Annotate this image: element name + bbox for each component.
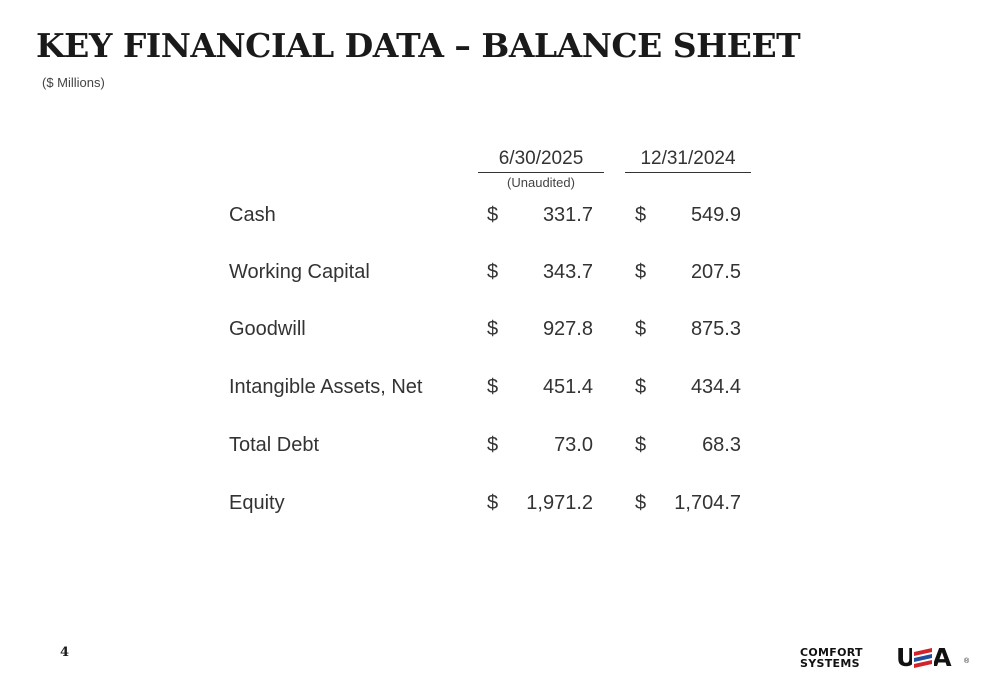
column-note-unaudited: (Unaudited) [507,175,575,190]
registered-mark: ® [964,658,970,665]
comfort-systems-usa-logo: COMFORT SYSTEMS USA ® [800,644,970,674]
currency-symbol: $ [635,492,647,514]
value-2024: 549.9 [690,204,741,226]
value-2025: 927.8 [542,318,593,340]
table-row: Working Capital $ 343.7 $ 207.5 [0,261,1000,291]
value-2024: 207.5 [690,261,741,283]
page-number: 4 [60,645,70,660]
table-row: Total Debt $ 73.0 $ 68.3 [0,434,1000,464]
currency-symbol: $ [487,434,499,456]
column-header-2025: 6/30/2025 [478,148,604,173]
value-2025: 73.0 [554,434,593,456]
value-2025: 451.4 [542,376,593,398]
row-label: Goodwill [229,318,306,340]
logo-stripes-icon [912,646,934,672]
value-2024: 434.4 [690,376,741,398]
currency-symbol: $ [487,261,499,283]
currency-symbol: $ [487,318,499,340]
row-label: Total Debt [229,434,320,456]
currency-symbol: $ [487,492,499,514]
currency-symbol: $ [635,204,647,226]
value-2024: 68.3 [702,434,741,456]
currency-symbol: $ [487,204,499,226]
currency-symbol: $ [487,376,499,398]
value-2025: 343.7 [542,261,593,283]
value-2025: 331.7 [542,204,593,226]
value-2025: 1,971.2 [526,492,593,514]
currency-symbol: $ [635,261,647,283]
row-label: Cash [229,204,276,226]
units-subtitle: ($ Millions) [42,75,105,90]
page-title: KEY FINANCIAL DATA – BALANCE SHEET [36,26,801,65]
table-row: Goodwill $ 927.8 $ 875.3 [0,318,1000,348]
currency-symbol: $ [635,318,647,340]
table-row: Intangible Assets, Net $ 451.4 $ 434.4 [0,376,1000,406]
table-row: Equity $ 1,971.2 $ 1,704.7 [0,492,1000,522]
row-label: Intangible Assets, Net [229,376,423,398]
row-label: Working Capital [229,261,370,283]
logo-word-comfort: COMFORT [800,646,863,659]
value-2024: 875.3 [690,318,741,340]
logo-word-systems: SYSTEMS [800,657,860,670]
currency-symbol: $ [635,376,647,398]
column-header-2024: 12/31/2024 [625,148,751,173]
row-label: Equity [229,492,285,514]
value-2024: 1,704.7 [674,492,741,514]
currency-symbol: $ [635,434,647,456]
table-row: Cash $ 331.7 $ 549.9 [0,204,1000,234]
